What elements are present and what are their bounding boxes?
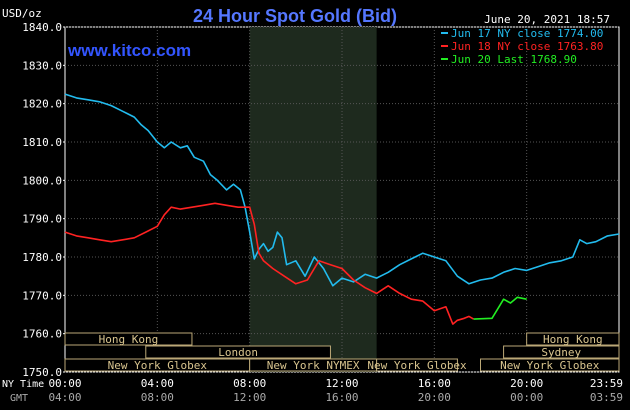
series-line-jun-20	[473, 296, 527, 320]
y-tick-label: 1820.0	[22, 98, 62, 111]
x-axis: 00:00 04:00 08:00 12:00 16:00 20:00 23:5904:00…	[48, 377, 623, 404]
session-label: New York Globex	[500, 359, 600, 372]
y-axis: 1840.0 1830.0 1820.0 1810.0 1800.0 1790.0 1780…	[22, 21, 65, 379]
session-box	[64, 332, 193, 346]
session-label: New York Globex	[108, 359, 208, 372]
y-tick-label: 1810.0	[22, 136, 62, 149]
market-sessions: Hong Kong London New York Globex New York N…	[64, 332, 620, 372]
session-box	[503, 345, 620, 359]
x-tick-label-ny: 08:00	[233, 377, 266, 390]
series-line-jun-17	[64, 93, 620, 287]
y-tick-label: 1770.0	[22, 289, 62, 302]
x-tick-label-ny: 23:59	[590, 377, 623, 390]
watermark: www.kitco.com	[67, 41, 191, 60]
chart-title: 24 Hour Spot Gold (Bid)	[193, 6, 397, 26]
session-label: New York Globex	[367, 359, 467, 372]
session-label: London	[218, 346, 258, 359]
x-tick-label-ny: 20:00	[510, 377, 543, 390]
series-line-jun-18	[64, 202, 475, 325]
session-box	[376, 358, 458, 372]
legend-label: Jun 17 NY close 1774.00	[451, 27, 603, 40]
session-label: Sydney	[541, 346, 581, 359]
y-tick-label: 1790.0	[22, 213, 62, 226]
nymex-session-highlight	[249, 27, 377, 372]
grid-lines	[65, 26, 619, 373]
x-tick-label-gmt: 04:00	[48, 391, 81, 404]
y-tick-label: 1760.0	[22, 328, 62, 341]
x-label-ny: NY Time	[2, 379, 44, 390]
y-tick-label: 1830.0	[22, 59, 62, 72]
chart-datetime: June 20, 2021 18:57	[484, 13, 610, 26]
legend-label: Jun 20 Last 1768.90	[451, 53, 577, 66]
y-tick-label: 1840.0	[22, 21, 62, 34]
x-tick-label-ny: 12:00	[325, 377, 358, 390]
y-tick-label: 1800.0	[22, 174, 62, 187]
x-tick-label-gmt: 08:00	[141, 391, 174, 404]
legend-label: Jun 18 NY close 1763.80	[451, 40, 603, 53]
unit-label: USD/oz	[2, 7, 42, 20]
x-tick-label-ny: 04:00	[141, 377, 174, 390]
x-tick-label-gmt: 12:00	[233, 391, 266, 404]
x-label-gmt: GMT	[10, 393, 28, 404]
x-tick-label-gmt: 16:00	[325, 391, 358, 404]
y-tick-label: 1780.0	[22, 251, 62, 264]
x-tick-label-gmt: 00:00	[510, 391, 543, 404]
x-tick-label-gmt: 20:00	[418, 391, 451, 404]
session-box	[145, 345, 331, 359]
price-series	[64, 93, 620, 325]
x-tick-label-ny: 16:00	[418, 377, 451, 390]
session-box	[526, 332, 620, 346]
session-box	[480, 358, 620, 372]
x-tick-label-gmt: 03:59	[590, 391, 623, 404]
x-tick-label-ny: 00:00	[48, 377, 81, 390]
session-label: Hong Kong	[99, 333, 159, 346]
session-label: Hong Kong	[543, 333, 603, 346]
session-label: New York NYMEX	[267, 359, 360, 372]
y-tick-label: 1750.0	[22, 366, 62, 379]
